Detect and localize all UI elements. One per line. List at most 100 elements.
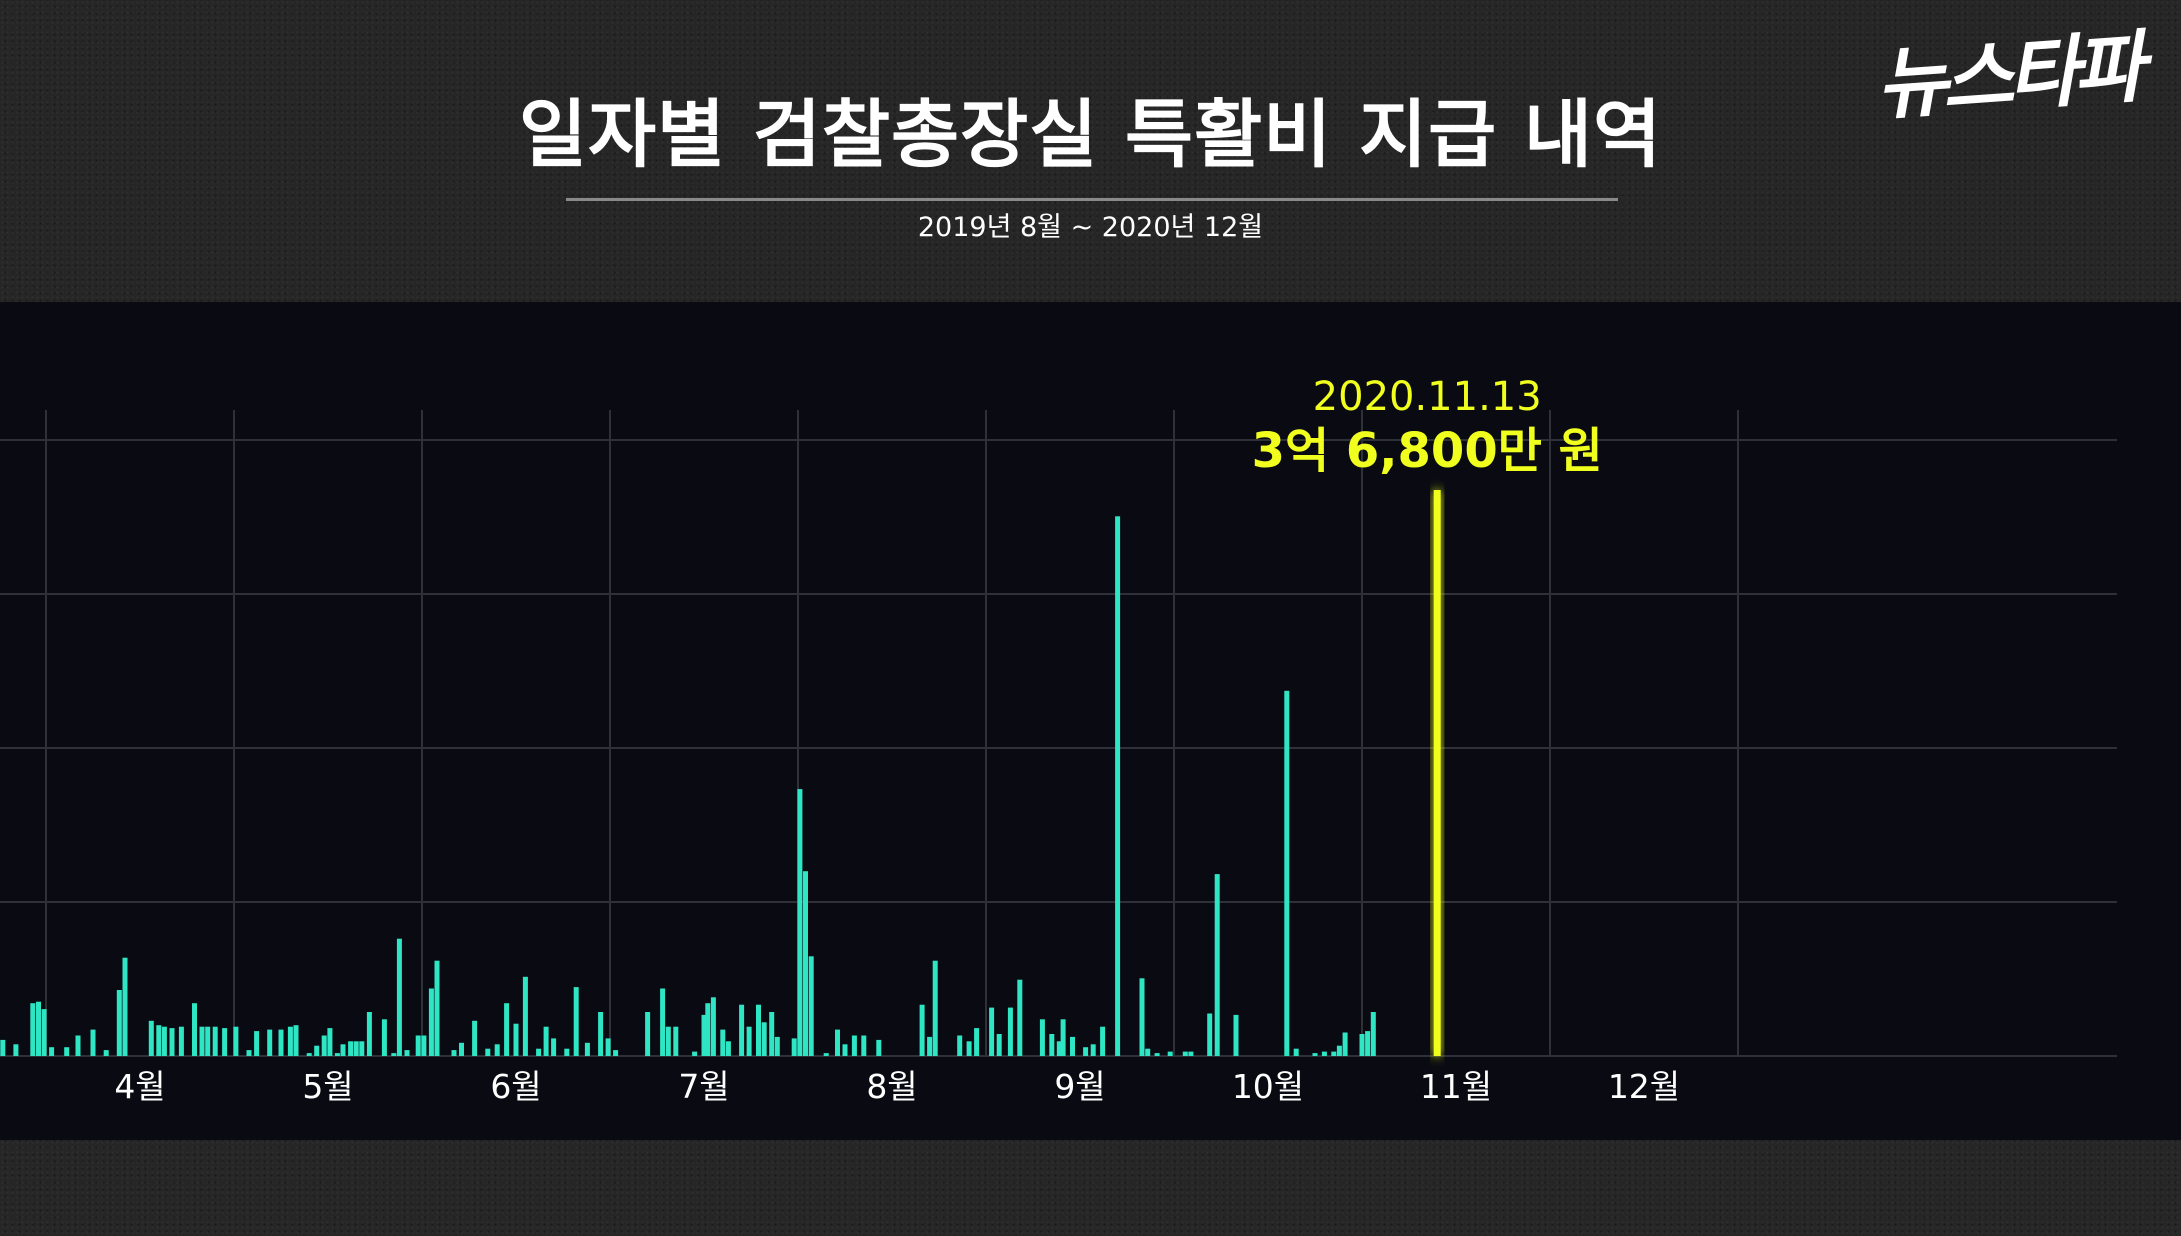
data-bar <box>692 1051 698 1056</box>
data-bar <box>1070 1036 1075 1056</box>
data-bar <box>1056 1041 1062 1056</box>
data-bar <box>573 987 579 1056</box>
data-bar <box>199 1026 205 1056</box>
data-bar <box>1083 1047 1089 1056</box>
data-bar <box>156 1025 162 1056</box>
data-bar <box>494 1044 500 1056</box>
data-bar <box>564 1048 570 1056</box>
data-bar <box>1007 1007 1013 1056</box>
data-bar <box>823 1053 829 1056</box>
data-bar <box>278 1029 284 1056</box>
data-bar <box>348 1041 354 1056</box>
data-bar <box>64 1047 70 1056</box>
data-bar <box>178 1026 184 1056</box>
data-bar <box>996 1034 1002 1056</box>
data-bar <box>725 1041 731 1056</box>
x-tick-label: 6월 <box>490 1067 541 1106</box>
data-bar <box>267 1029 273 1056</box>
data-bar <box>932 960 938 1056</box>
data-bar <box>665 1026 671 1056</box>
data-bar <box>1017 979 1023 1056</box>
data-bar <box>293 1025 299 1056</box>
data-bar <box>254 1031 260 1056</box>
data-bar <box>536 1048 542 1056</box>
data-bar <box>1090 1044 1096 1056</box>
data-bar <box>1139 978 1145 1056</box>
page-title: 일자별 검찰총장실 특활비 지급 내역 <box>518 92 1663 178</box>
data-bar <box>148 1020 154 1056</box>
data-bar <box>701 1014 707 1056</box>
data-bar <box>391 1053 397 1056</box>
data-bar <box>334 1053 340 1056</box>
data-bar <box>543 1026 549 1056</box>
data-bar <box>584 1042 590 1056</box>
data-bar <box>75 1035 81 1056</box>
data-bar <box>605 1038 611 1056</box>
data-bar <box>957 1035 963 1056</box>
data-bar <box>327 1028 333 1056</box>
data-bar <box>306 1053 312 1056</box>
data-bar <box>404 1050 410 1056</box>
data-bar <box>472 1020 478 1056</box>
data-bar <box>396 938 402 1056</box>
data-bar <box>434 960 440 1056</box>
data-bar <box>314 1045 320 1056</box>
data-bar <box>161 1026 167 1056</box>
data-bar <box>705 1003 711 1056</box>
data-bar <box>1365 1031 1371 1056</box>
data-bar <box>1214 874 1220 1056</box>
data-bar <box>1145 1048 1151 1056</box>
data-bar <box>1336 1045 1342 1056</box>
data-bar <box>522 976 528 1056</box>
data-bar <box>321 1035 327 1056</box>
data-bar <box>513 1023 519 1056</box>
data-bar <box>340 1044 346 1056</box>
data-bar <box>415 1035 421 1056</box>
x-tick-label: 8월 <box>866 1067 917 1106</box>
data-bar <box>1233 1014 1239 1056</box>
x-tick-label: 5월 <box>302 1067 353 1106</box>
data-bar <box>49 1047 55 1056</box>
x-tick-label: 10월 <box>1232 1067 1304 1106</box>
data-bar <box>1039 1019 1045 1056</box>
data-bar <box>122 957 128 1056</box>
data-bar <box>103 1050 109 1056</box>
x-tick-labels: 3월4월5월6월7월8월9월10월11월12월 <box>114 1067 1680 1106</box>
data-bar <box>1182 1051 1188 1056</box>
x-tick-label: 9월 <box>1054 1067 1105 1106</box>
data-bar <box>287 1026 293 1056</box>
data-bar <box>1312 1053 1318 1056</box>
data-bar <box>366 1012 372 1056</box>
data-bar <box>504 1003 510 1056</box>
data-bar <box>13 1044 19 1056</box>
data-bar <box>1284 690 1290 1056</box>
data-bar <box>233 1026 239 1056</box>
data-bar <box>861 1035 867 1056</box>
data-bar <box>1342 1032 1348 1056</box>
x-tick-label: 11월 <box>1420 1067 1492 1106</box>
data-bar <box>1060 1019 1066 1056</box>
data-bar <box>1331 1051 1337 1056</box>
data-bar <box>0 1039 6 1056</box>
bar-layer <box>0 516 1376 1056</box>
data-bar <box>1293 1048 1299 1056</box>
data-bar <box>192 1003 197 1056</box>
data-bar <box>169 1028 175 1056</box>
page-subtitle: 2019년 8월 ~ 2020년 12월 <box>917 212 1264 243</box>
data-bar <box>212 1026 218 1056</box>
data-bar <box>966 1041 972 1056</box>
data-bar <box>791 1038 797 1056</box>
data-bar <box>919 1004 925 1056</box>
data-bar <box>989 1007 995 1056</box>
data-bar <box>851 1035 857 1056</box>
data-bar <box>222 1028 228 1056</box>
data-bar <box>359 1041 365 1056</box>
data-bar <box>421 1035 427 1056</box>
data-bar <box>485 1048 491 1056</box>
x-tick-label: 12월 <box>1608 1067 1680 1106</box>
data-bar <box>1049 1034 1055 1056</box>
data-bar <box>116 990 122 1056</box>
data-bar <box>1370 1012 1376 1056</box>
